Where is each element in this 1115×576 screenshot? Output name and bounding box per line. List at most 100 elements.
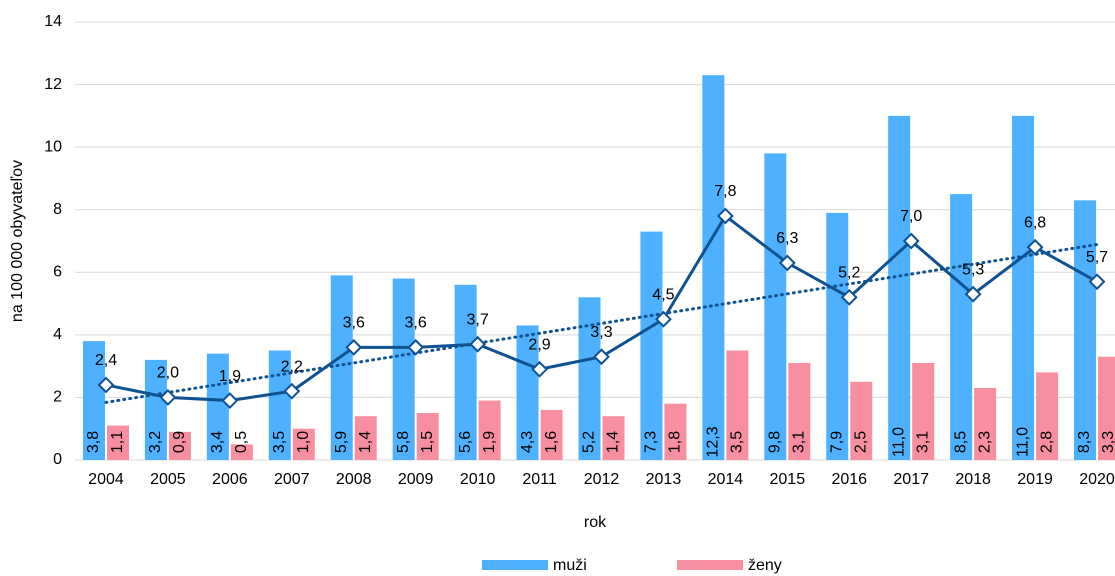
x-tick-label: 2005 (150, 471, 186, 488)
x-axis-label: rok (584, 514, 607, 531)
x-tick-label: 2009 (398, 471, 434, 488)
bar-value-label: 3,1 (791, 431, 808, 453)
bar-value-label: 8,3 (1076, 431, 1093, 453)
line-value-label: 7,0 (900, 208, 922, 225)
x-tick-label: 2019 (1017, 471, 1053, 488)
line-marker (964, 285, 982, 303)
bar (82, 341, 105, 460)
bar-value-label: 5,6 (457, 431, 474, 453)
bar-value-label: 0,9 (171, 431, 188, 453)
x-tick-label: 2011 (522, 471, 557, 488)
x-tick-label: 2007 (274, 471, 310, 488)
bar (788, 363, 811, 460)
bar (230, 444, 253, 460)
bar-value-label: 5,8 (395, 431, 412, 453)
y-tick-label: 14 (44, 13, 62, 30)
bar-value-label: 3,8 (85, 431, 102, 453)
line-value-label: 6,3 (776, 230, 798, 247)
bar-value-label: 1,6 (543, 431, 560, 453)
bar-value-label: 9,8 (767, 431, 784, 453)
bar-value-label: 3,5 (729, 431, 746, 453)
line-marker (902, 232, 920, 250)
bar-value-label: 2,8 (1038, 431, 1055, 453)
bar (268, 350, 291, 460)
bar-value-label: 3,3 (1100, 431, 1115, 453)
line-marker (1026, 238, 1044, 256)
line-value-label: 3,7 (466, 311, 488, 328)
x-tick-label: 2010 (460, 471, 496, 488)
y-tick-label: 4 (53, 326, 62, 343)
bar-value-label: 2,3 (976, 431, 993, 453)
bar-value-label: 1,5 (419, 431, 436, 453)
y-tick-label: 10 (44, 138, 62, 155)
bar (206, 353, 229, 460)
bar (540, 409, 563, 460)
bar-value-label: 1,4 (357, 431, 374, 453)
bar (578, 297, 601, 460)
bar-value-label: 3,1 (914, 431, 931, 453)
x-tick-label: 2004 (88, 471, 124, 488)
line-marker (345, 338, 363, 356)
line-value-label: 3,6 (405, 315, 427, 332)
bar (702, 75, 725, 460)
x-tick-label: 2012 (584, 471, 620, 488)
line-marker (593, 348, 610, 366)
line-marker (159, 389, 177, 406)
y-tick-label: 8 (53, 201, 62, 218)
bar (1036, 372, 1059, 460)
x-tick-label: 2008 (336, 471, 372, 488)
bar (640, 231, 663, 460)
bar (106, 425, 129, 460)
bar (974, 388, 997, 460)
bar-value-label: 1,4 (605, 431, 622, 453)
line-value-label: 2,4 (95, 352, 117, 369)
bar (950, 194, 973, 461)
bar (912, 363, 935, 460)
x-tick-label: 2020 (1079, 471, 1115, 488)
y-tick-label: 6 (53, 264, 62, 281)
trend-line (104, 242, 1099, 404)
bar (168, 431, 191, 460)
line-marker (840, 288, 858, 306)
line-marker (469, 335, 487, 353)
y-tick-label: 0 (53, 451, 62, 468)
line-marker (778, 254, 796, 272)
line-marker (655, 310, 672, 328)
bar (144, 359, 167, 460)
bar-value-label: 7,3 (643, 431, 660, 453)
bar-value-label: 2,5 (852, 431, 869, 453)
line-value-label: 3,3 (590, 324, 612, 341)
bar (478, 400, 501, 460)
line (105, 213, 1098, 403)
legend-swatch (482, 560, 548, 570)
bar-value-label: 8,5 (952, 431, 969, 453)
line-value-label: 1,9 (219, 368, 241, 385)
bar (1012, 115, 1035, 460)
bar (1098, 356, 1115, 460)
bar (330, 275, 353, 460)
line-value-label: 6,8 (1024, 214, 1046, 231)
legend-label: muži (553, 557, 587, 574)
x-tick-label: 2006 (212, 471, 248, 488)
line-marker (221, 392, 239, 409)
line-value-label: 5,2 (838, 265, 860, 282)
bar (826, 212, 849, 460)
x-tick-label: 2017 (893, 471, 929, 488)
bar-value-label: 1,0 (295, 431, 312, 453)
y-axis-label: na 100 000 obyvateľov (9, 160, 26, 322)
line-marker (531, 360, 548, 378)
y-tick-label: 2 (53, 389, 62, 406)
bar-value-label: 4,3 (519, 431, 536, 453)
bar (292, 428, 315, 460)
bar-value-label: 1,8 (667, 431, 684, 453)
line-marker (283, 382, 301, 400)
bar (726, 350, 749, 460)
bar (1074, 200, 1097, 461)
line-value-label: 7,8 (714, 183, 736, 200)
bar-value-label: 5,9 (333, 431, 350, 453)
bar-value-label: 1,1 (109, 431, 126, 453)
line-value-label: 3,6 (343, 315, 365, 332)
line-value-label: 2,2 (281, 358, 303, 375)
x-tick-label: 2013 (646, 471, 682, 488)
